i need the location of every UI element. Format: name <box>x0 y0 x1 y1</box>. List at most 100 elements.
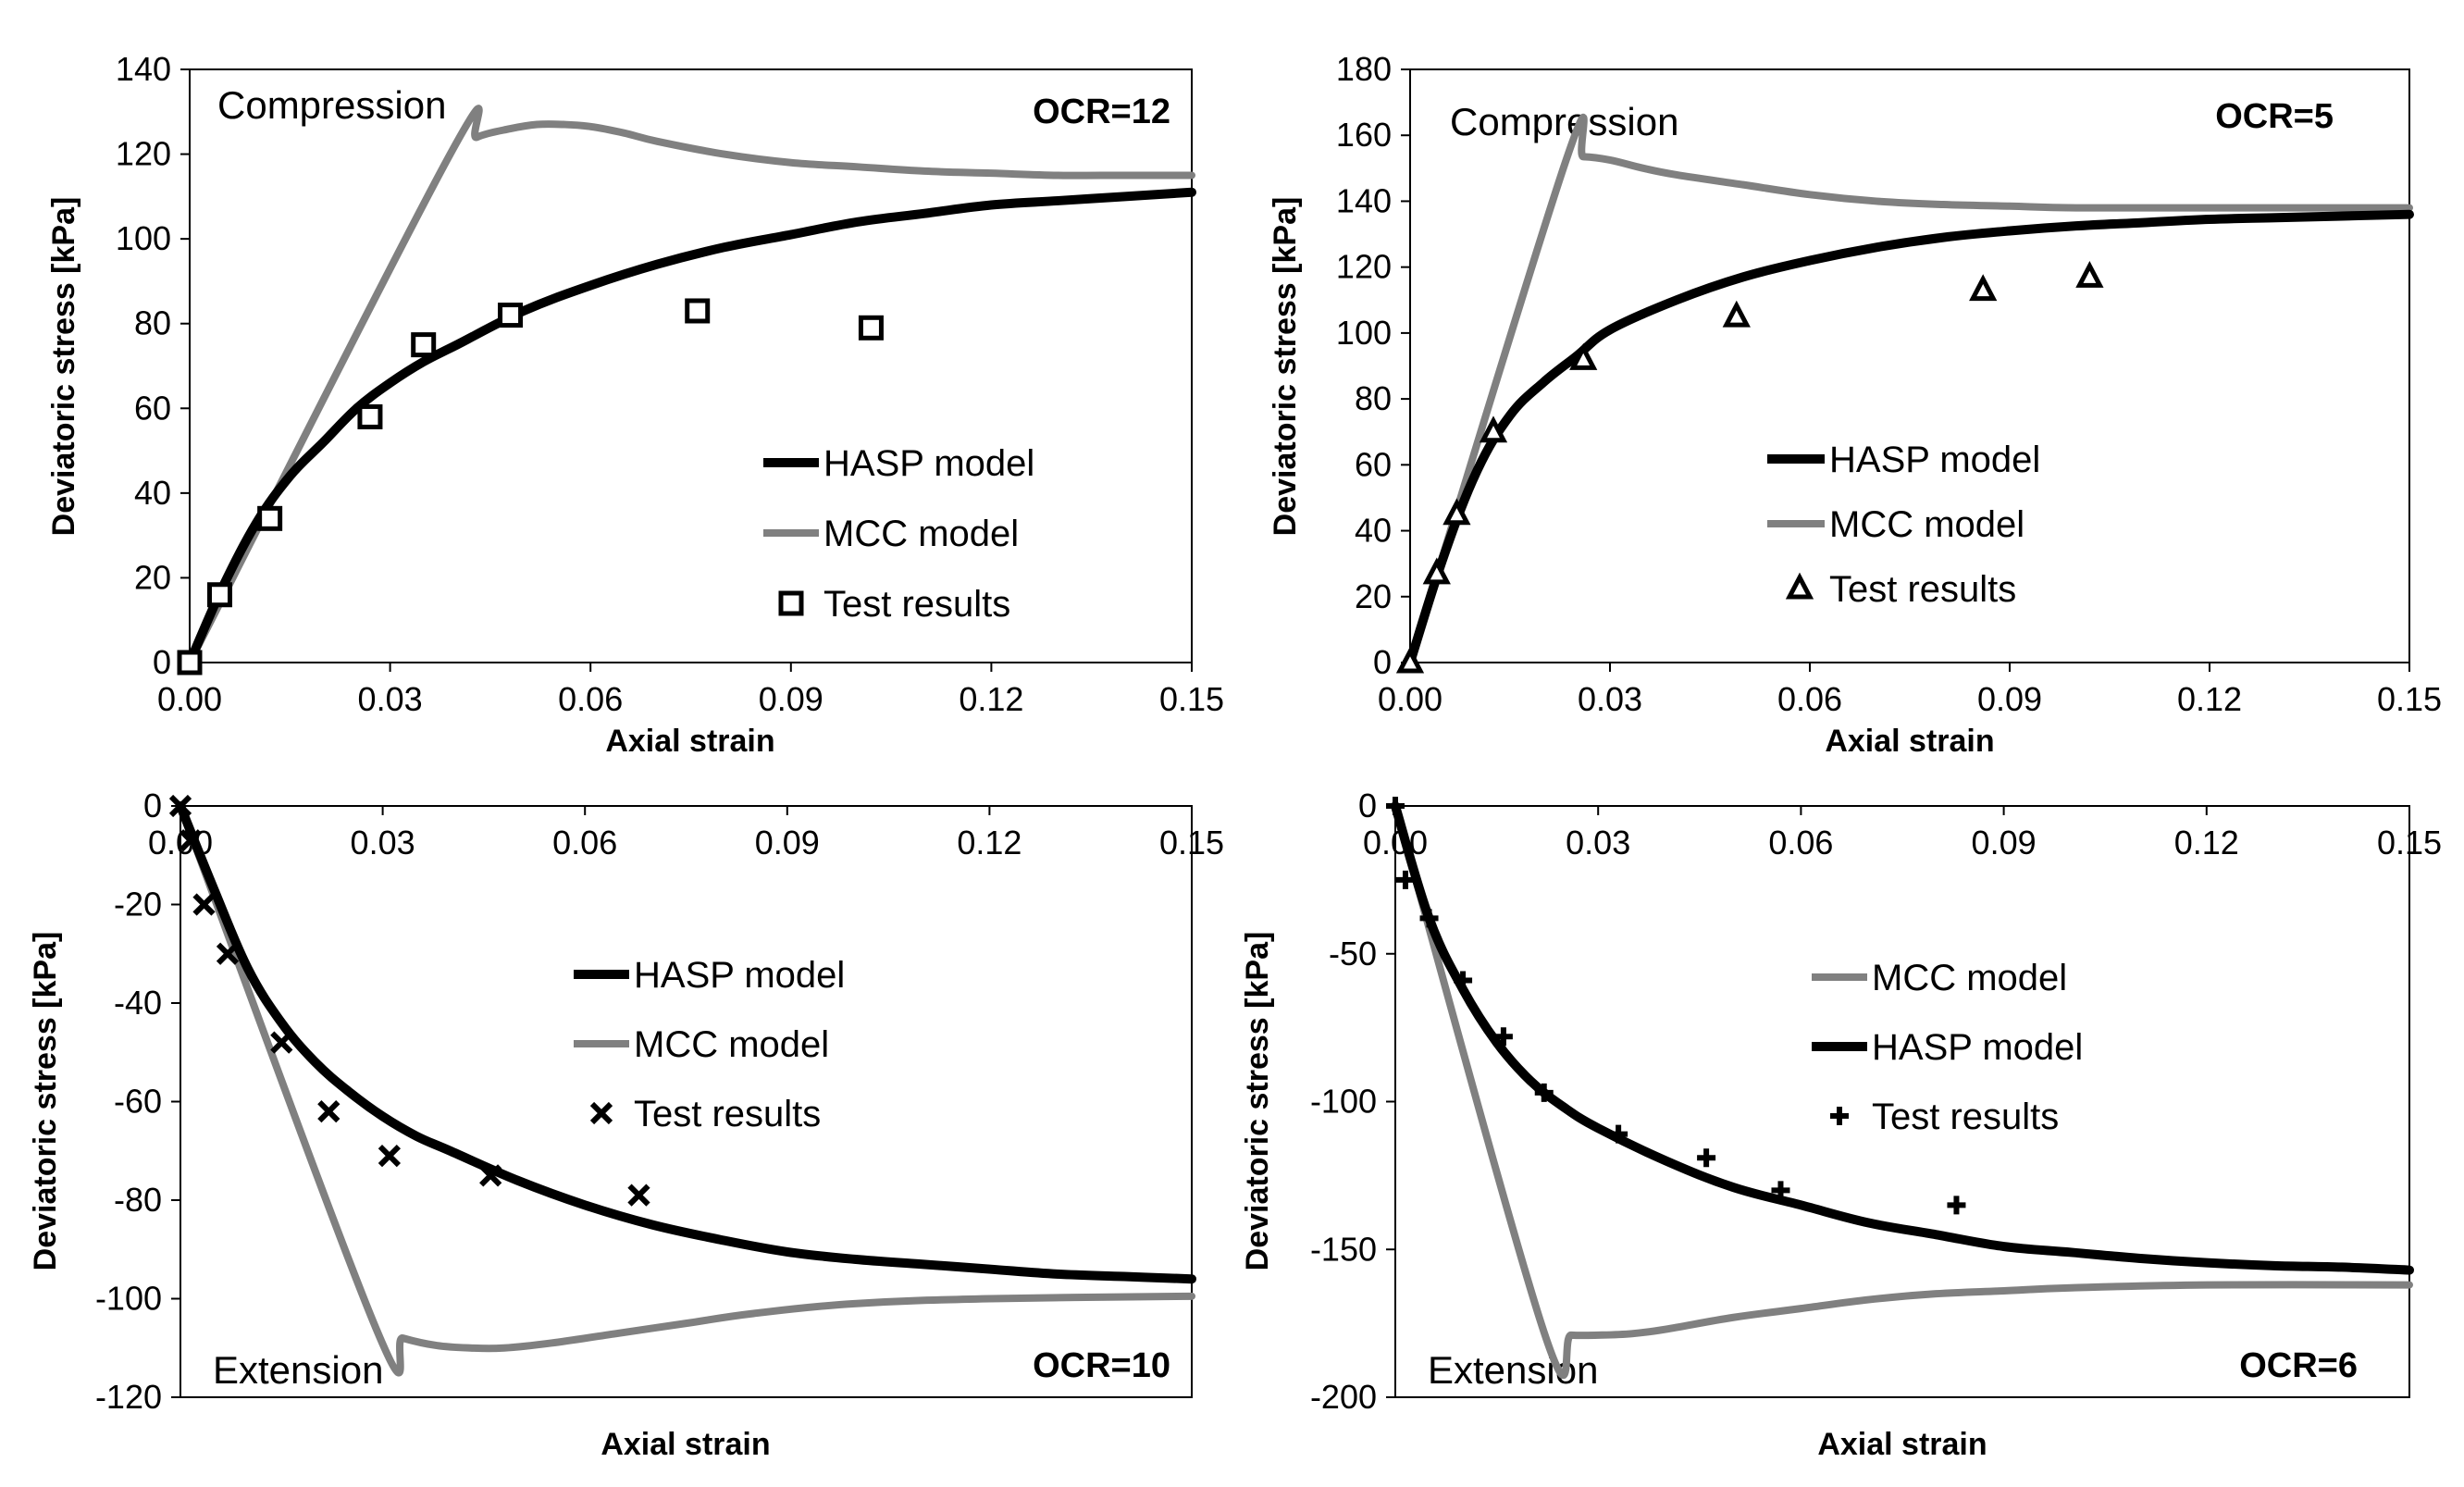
data-point <box>411 332 437 358</box>
data-point <box>357 403 383 429</box>
x-tick-label: 0.12 <box>2177 680 2242 718</box>
y-axis: 0 -50 -100 -150 -200 <box>1310 787 1395 1416</box>
data-point <box>1947 1196 1966 1215</box>
legend-item: Test results <box>778 584 1010 625</box>
x-tick-label: 0.03 <box>1566 824 1630 861</box>
legend-item: MCC model <box>1767 504 2024 545</box>
data-point <box>498 303 524 328</box>
y-tick-label: -200 <box>1310 1378 1377 1416</box>
data-point <box>1569 342 1598 370</box>
data-point <box>1969 274 1998 302</box>
legend-label: Test results <box>823 584 1010 625</box>
x-tick-label: 0.12 <box>2174 824 2239 861</box>
data-point <box>2075 260 2104 288</box>
legend: HASP model MCC model Test results <box>574 955 845 1134</box>
data-point <box>1422 557 1451 585</box>
y-axis-title: Deviatoric stress [kPa] <box>46 197 81 537</box>
x-tick-label: 0.06 <box>1777 680 1842 718</box>
legend-label: MCC model <box>634 1024 829 1065</box>
y-axis-title: Deviatoric stress [kPa] <box>28 932 63 1271</box>
data-point <box>685 298 711 324</box>
y-tick-label: -150 <box>1310 1230 1377 1268</box>
x-tick-label: 0.06 <box>552 824 617 861</box>
data-point <box>257 505 283 531</box>
legend-item: Test results <box>589 1094 821 1134</box>
series-hasp-model <box>176 801 1196 1284</box>
y-tick-label: -80 <box>114 1181 162 1219</box>
plot-frame <box>189 68 1193 663</box>
x-tick-label: 0.09 <box>1972 824 2037 861</box>
data-point <box>1386 797 1405 815</box>
y-tick-label: 80 <box>1355 379 1392 417</box>
y-tick-label: 40 <box>134 474 171 512</box>
x-tick-label: 0.00 <box>1363 824 1428 861</box>
loading-mode-label: Extension <box>213 1348 383 1392</box>
legend-label: Test results <box>1872 1097 2059 1137</box>
legend-label: MCC model <box>1872 958 2067 998</box>
y-tick-label: -100 <box>1310 1083 1377 1121</box>
data-point <box>206 582 232 608</box>
y-tick-label: -40 <box>114 984 162 1022</box>
x-tick-label: 0.00 <box>1378 680 1442 718</box>
chart-panel-top-right: 0 20 40 60 80 100 120 140 160 180 0.00 0.03 0.06 0.09… <box>1268 50 2442 759</box>
loading-mode-label: Compression <box>217 83 446 127</box>
y-tick-label: 160 <box>1336 116 1392 154</box>
data-point <box>1771 1181 1790 1200</box>
data-point <box>378 1144 402 1168</box>
y-tick-label: 120 <box>116 135 171 173</box>
data-point <box>1534 1083 1554 1102</box>
series-test-results <box>168 794 650 1207</box>
data-point <box>1697 1148 1716 1168</box>
y-tick-label: 100 <box>116 219 171 257</box>
data-point <box>1493 1027 1513 1047</box>
data-point <box>1442 498 1471 526</box>
data-point <box>1395 646 1425 674</box>
data-point <box>1722 300 1751 328</box>
ocr-label: OCR=6 <box>2239 1346 2358 1385</box>
legend-marker <box>1785 572 1814 600</box>
legend-item: Test results <box>1830 1097 2059 1137</box>
y-tick-label: 0 <box>1358 787 1377 824</box>
y-tick-label: 60 <box>1355 445 1392 483</box>
ocr-label: OCR=12 <box>1033 93 1170 131</box>
data-point <box>858 315 884 341</box>
legend-item: HASP model <box>1767 440 2040 480</box>
data-point <box>317 1100 341 1123</box>
x-tick-label: 0.03 <box>351 824 415 861</box>
legend: MCC model HASP model Test results <box>1812 958 2083 1137</box>
x-tick-label: 0.15 <box>2377 680 2442 718</box>
legend-item: HASP model <box>1812 1027 2083 1068</box>
y-axis-title: Deviatoric stress [kPa] <box>1268 197 1303 537</box>
x-axis: 0.00 0.03 0.06 0.09 0.12 0.15 <box>148 806 1224 861</box>
legend-label: MCC model <box>823 514 1019 554</box>
x-tick-label: 0.09 <box>755 824 820 861</box>
y-tick-label: 100 <box>1336 314 1392 352</box>
x-tick-label: 0.09 <box>1977 680 2042 718</box>
data-point <box>1395 870 1415 889</box>
data-point <box>216 942 240 965</box>
y-tick-label: -100 <box>95 1280 162 1318</box>
x-axis-title: Axial strain <box>601 1427 770 1462</box>
series-line <box>1392 802 2413 1380</box>
plot-frame <box>1409 68 2410 663</box>
legend-label: Test results <box>1829 569 2016 610</box>
data-point <box>1479 415 1508 443</box>
y-tick-label: 40 <box>1355 512 1392 550</box>
y-tick-label: -50 <box>1329 935 1377 973</box>
data-point <box>177 650 203 675</box>
x-tick-label: 0.09 <box>759 680 823 718</box>
x-axis: 0.00 0.03 0.06 0.09 0.12 0.15 <box>1378 663 2442 718</box>
x-axis-title: Axial strain <box>605 724 774 759</box>
legend-label: Test results <box>634 1094 821 1134</box>
x-tick-label: 0.06 <box>1768 824 1833 861</box>
series-line <box>176 801 1196 1284</box>
data-point <box>479 1164 502 1187</box>
legend-item: MCC model <box>763 514 1019 554</box>
y-tick-label: 80 <box>134 304 171 342</box>
loading-mode-label: Extension <box>1428 1348 1598 1392</box>
x-tick-label: 0.03 <box>358 680 423 718</box>
data-point <box>270 1031 293 1054</box>
